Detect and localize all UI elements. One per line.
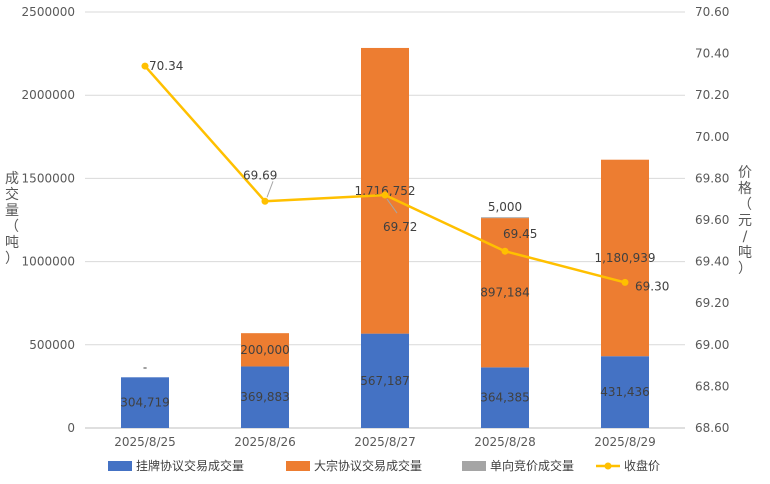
price-line: 70.34 69.69 69.72 69.45 69.30 [141, 59, 669, 293]
legend: 挂牌协议交易成交量 大宗协议交易成交量 单向竞价成交量 收盘价 [108, 458, 660, 473]
bar-listing-0 [121, 377, 169, 428]
right-tick-label: 70.60 [695, 5, 729, 19]
left-tick-label: 1500000 [22, 171, 75, 185]
x-tick-label: 2025/8/26 [234, 435, 296, 449]
right-tick-label: 68.60 [695, 421, 729, 435]
left-tick-label: 2500000 [22, 5, 75, 19]
left-tick-label: 0 [67, 421, 75, 435]
left-tick-label: 2000000 [22, 88, 75, 102]
right-tick-label: 68.80 [695, 379, 729, 393]
price-data-label: 69.69 [243, 168, 277, 182]
legend-label: 挂牌协议交易成交量 [136, 458, 244, 473]
bar-data-label: 1,716,752 [354, 184, 415, 198]
right-tick-label: 69.00 [695, 338, 729, 352]
x-tick-label: 2025/8/28 [474, 435, 536, 449]
price-data-label: 70.34 [149, 59, 183, 73]
bar-data-label: 369,883 [240, 390, 290, 404]
right-tick-label: 69.20 [695, 296, 729, 310]
bar-data-label: 364,385 [480, 391, 530, 405]
price-data-label: 69.45 [503, 227, 537, 241]
bar-data-label: 897,184 [480, 286, 530, 300]
price-point-3 [501, 247, 509, 255]
leader-line [386, 198, 398, 214]
bars [121, 47, 649, 428]
legend-swatch [462, 461, 486, 471]
bar-bulk-2 [361, 47, 409, 334]
bar-data-label: 5,000 [488, 200, 522, 214]
legend-label: 大宗协议交易成交量 [314, 458, 422, 473]
legend-label: 收盘价 [624, 458, 660, 473]
x-axis-ticks: 2025/8/25 2025/8/26 2025/8/27 2025/8/28 2025… [114, 435, 656, 449]
left-tick-label: 500000 [29, 338, 75, 352]
bar-data-labels: 304,719 369,883 567,187 364,385 431,436 200,0… [120, 184, 655, 410]
bar-bulk-4 [601, 159, 649, 357]
price-data-label: 69.72 [383, 220, 417, 234]
bar-listing-1 [241, 366, 289, 428]
right-tick-label: 70.20 [695, 88, 729, 102]
right-tick-label: 70.40 [695, 47, 729, 61]
leader-line [266, 181, 274, 198]
legend-swatch-marker [604, 462, 612, 470]
bar-data-label: 1,180,939 [594, 251, 655, 265]
legend-swatch [286, 461, 310, 471]
price-point-0 [141, 62, 149, 70]
right-tick-label: 70.00 [695, 130, 729, 144]
bar-listing-2 [361, 333, 409, 428]
x-tick-label: 2025/8/25 [114, 435, 176, 449]
price-point-1 [261, 197, 269, 205]
bar-listing-4 [601, 356, 649, 428]
right-tick-label: 69.80 [695, 171, 729, 185]
bar-data-label: 200,000 [240, 343, 290, 357]
legend-label: 单向竞价成交量 [490, 458, 574, 473]
axis-titles: 成交量（吨） 价格（元/吨） [5, 165, 752, 277]
bar-listing-3 [481, 367, 529, 428]
bar-auction-3 [481, 217, 529, 219]
bar-data-label: 567,187 [360, 374, 410, 388]
right-axis-ticks: 68.60 68.80 69.00 69.20 69.40 69.60 69.80 70.00… [695, 5, 729, 435]
price-data-label: 69.30 [635, 279, 669, 293]
left-axis-ticks: 0 500000 1000000 1500000 2000000 2500000 [22, 5, 75, 435]
legend-swatch [108, 461, 132, 471]
bar-bulk-1 [241, 333, 289, 367]
right-axis-title: 价格（元/吨） [738, 165, 752, 277]
right-tick-label: 69.60 [695, 213, 729, 227]
x-tick-label: 2025/8/29 [594, 435, 656, 449]
bar-data-label: 304,719 [120, 396, 170, 410]
left-tick-label: 1000000 [22, 255, 75, 269]
right-tick-label: 69.40 [695, 255, 729, 269]
price-point-4 [621, 278, 629, 286]
bar-data-label: - [143, 360, 147, 374]
left-axis-title: 成交量（吨） [5, 171, 19, 267]
price-point-2 [381, 191, 389, 199]
x-tick-label: 2025/8/27 [354, 435, 416, 449]
bar-data-label: 431,436 [600, 385, 650, 399]
